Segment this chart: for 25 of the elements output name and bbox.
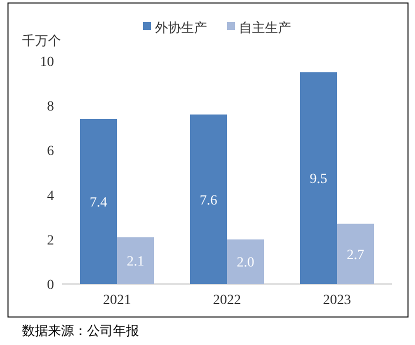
data-label: 2.0 — [236, 256, 254, 271]
bar — [337, 224, 374, 284]
data-label: 9.5 — [310, 172, 328, 188]
y-tick-label: 10 — [40, 55, 54, 70]
bar — [117, 237, 154, 284]
data-label: 7.6 — [200, 193, 218, 208]
bar — [300, 72, 337, 284]
legend-label: 自主生产 — [239, 20, 291, 35]
source-note: 数据来源：公司年报 — [22, 323, 139, 338]
y-axis-title: 千万个 — [22, 33, 61, 48]
bar — [190, 114, 227, 284]
y-tick-label: 6 — [47, 144, 54, 160]
x-tick-label: 2023 — [323, 293, 351, 308]
bar — [227, 239, 264, 284]
data-label: 2.7 — [346, 248, 364, 263]
x-tick-label: 2022 — [213, 293, 241, 308]
data-label: 2.1 — [126, 254, 144, 270]
y-tick-label: 0 — [47, 278, 54, 293]
y-tick-label: 4 — [47, 188, 54, 204]
data-label: 7.4 — [90, 195, 108, 210]
legend-label: 外协生产 — [155, 20, 207, 35]
y-tick-label: 8 — [47, 100, 54, 115]
y-tick-label: 2 — [47, 233, 54, 248]
x-tick-label: 2021 — [103, 293, 131, 308]
bar — [80, 118, 117, 284]
